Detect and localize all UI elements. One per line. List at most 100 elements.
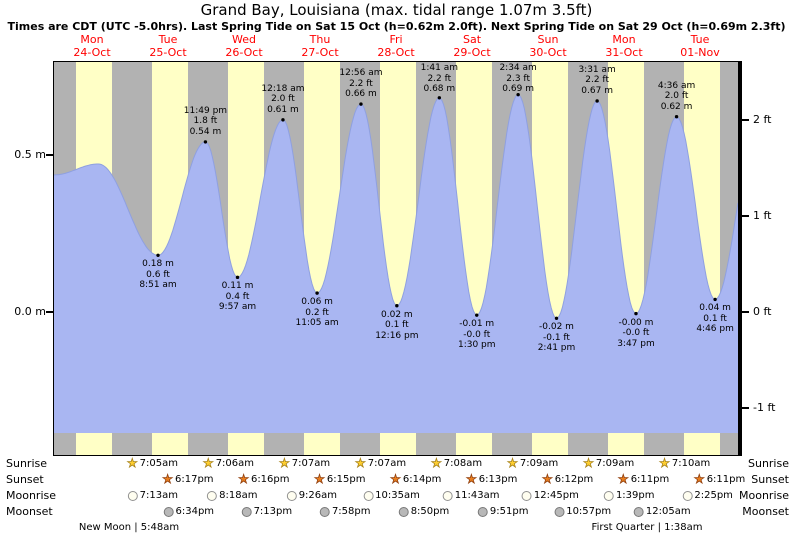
astro-entry-moonset: 7:13pm <box>241 505 293 518</box>
moonrise-circle-icon <box>363 490 374 501</box>
day-header-date: 25-Oct <box>149 46 187 59</box>
day-header: Mon 31-Oct <box>586 33 662 59</box>
day-header: Fri 28-Oct <box>358 33 434 59</box>
tide-extreme-dot <box>516 92 520 97</box>
moonset-circle-icon <box>633 506 644 517</box>
tide-label-line: 0.2 ft <box>305 307 329 318</box>
astro-entry-moonrise: 7:13am <box>127 489 178 502</box>
sunrise-star-icon: ★ <box>583 456 595 470</box>
tide-high-label: 11:49 pm 1.8 ft 0.54 m <box>184 106 227 138</box>
tide-label-line: 0.18 m <box>142 259 174 270</box>
astro-time: 6:11pm <box>630 474 670 485</box>
astro-entry-moonrise: 10:35am <box>363 489 420 502</box>
astro-time: 7:09am <box>519 458 559 469</box>
tide-label-line: 0.06 m <box>301 297 333 308</box>
astro-label-sunrise-right: Sunrise <box>747 457 789 470</box>
sunset-star-icon: ★ <box>617 472 630 486</box>
astro-time: 8:18am <box>219 490 258 501</box>
tide-extreme-dot <box>395 304 399 308</box>
tide-extreme-dot <box>713 297 717 302</box>
tide-label-line: 3:31 am <box>578 64 616 75</box>
day-header-date: 27-Oct <box>301 46 339 59</box>
astro-entry-sunrise: ★ 7:09am <box>507 457 558 470</box>
day-header-weekday: Tue <box>690 33 710 46</box>
sunrise-star-icon: ★ <box>659 456 671 470</box>
moonset-circle-icon <box>477 506 488 517</box>
tide-label-line: 4:36 am <box>657 80 696 91</box>
tide-extreme-dot <box>475 313 479 317</box>
tide-label-line: 0.67 m <box>581 85 613 96</box>
tide-label-line: 0.6 ft <box>146 269 170 280</box>
astro-label-moonrise-left: Moonrise <box>6 489 56 502</box>
astro-time: 1:39pm <box>615 490 655 501</box>
tide-label-line: 2.3 ft <box>506 73 530 84</box>
astro-entry-moonrise: 1:39pm <box>603 489 655 502</box>
astro-time: 6:12pm <box>554 474 594 485</box>
moonset-circle-icon <box>241 506 252 517</box>
moonset-circle-icon <box>319 506 330 517</box>
astro-entry-sunset: ★ 6:16pm <box>238 473 290 486</box>
tide-low-label: 0.04 m 0.1 ft 4:46 pm <box>696 303 734 335</box>
astro-label-sunset-right: Sunset <box>751 473 789 486</box>
page-subtitle: Times are CDT (UTC -5.0hrs). Last Spring… <box>7 20 786 33</box>
y-axis-right-label: 2 ft <box>753 112 772 126</box>
y-axis-right-tick <box>742 407 749 409</box>
tide-label-line: -0.1 ft <box>543 332 570 343</box>
tide-extreme-dot <box>315 291 319 295</box>
astro-entry-sunrise: ★ 7:08am <box>431 457 482 470</box>
y-axis-left-label: 0.5 m <box>14 147 46 161</box>
tide-label-line: 0.4 ft <box>225 291 250 302</box>
astro-entry-sunrise: ★ 7:10am <box>659 457 710 470</box>
day-header: Sun 30-Oct <box>510 33 586 59</box>
astro-time: 6:11pm <box>706 474 746 485</box>
astro-time: 2:25pm <box>694 490 733 501</box>
y-axis-right-tick <box>742 118 749 121</box>
astro-time: 7:58pm <box>331 506 371 517</box>
day-header-weekday: Mon <box>80 33 104 46</box>
y-axis-right-label: -1 ft <box>753 401 776 414</box>
astro-time: 7:06am <box>215 458 255 469</box>
moonrise-circle-icon <box>442 490 453 501</box>
astro-time: 6:17pm <box>175 474 214 485</box>
tide-extreme-dot <box>674 115 679 119</box>
tide-label-line: 3:47 pm <box>617 338 655 349</box>
astro-time: 7:07am <box>291 458 331 469</box>
astro-time: 8:50pm <box>410 506 450 517</box>
y-axis-left-label: 0.0 m <box>14 305 46 318</box>
tide-label-line: 2.0 ft <box>664 91 689 102</box>
astro-entry-sunrise: ★ 7:09am <box>583 457 634 470</box>
tide-label-line: 0.1 ft <box>384 320 409 331</box>
tide-water-area <box>54 94 738 433</box>
astro-time: 10:57pm <box>566 506 612 517</box>
tide-label-line: 1:41 am <box>420 63 459 73</box>
tide-label-line: 2.2 ft <box>585 75 609 86</box>
astro-entry-moonrise: 12:45pm <box>521 489 579 502</box>
day-header-date: 29-Oct <box>453 46 491 59</box>
moonset-circle-icon <box>554 506 565 517</box>
sunset-star-icon: ★ <box>693 472 706 486</box>
tide-label-line: 0.02 m <box>381 309 413 320</box>
day-header: Wed 26-Oct <box>206 33 282 59</box>
tide-extreme-dot <box>203 140 208 144</box>
tide-label-line: -0.0 ft <box>622 328 650 339</box>
tide-label-line: -0.02 m <box>539 322 574 333</box>
tide-label-line: 11:05 am <box>295 318 339 329</box>
astro-entry-sunset: ★ 6:17pm <box>162 473 214 486</box>
astro-entry-sunrise: ★ 7:05am <box>126 457 177 470</box>
y-axis-left-tick <box>46 311 53 313</box>
y-axis-right-tick <box>742 214 749 217</box>
day-header-weekday: Tue <box>158 33 178 46</box>
day-header-date: 28-Oct <box>377 46 415 59</box>
astro-time: 7:13pm <box>253 506 293 517</box>
astro-label-sunrise-left: Sunrise <box>6 457 48 470</box>
day-header-weekday: Sat <box>462 33 482 46</box>
tide-label-line: 0.54 m <box>189 126 222 137</box>
astro-entry-moonset: 10:57pm <box>554 505 611 518</box>
tide-high-label: 12:56 am 2.2 ft 0.66 m <box>339 68 382 100</box>
tide-high-label: 2:34 am 2.3 ft 0.69 m <box>499 63 536 95</box>
astro-time: 7:07am <box>367 458 407 469</box>
astro-time: 9:51pm <box>489 506 529 517</box>
astro-time: 10:35am <box>375 490 420 501</box>
astro-entry-sunset: ★ 6:11pm <box>617 472 670 486</box>
